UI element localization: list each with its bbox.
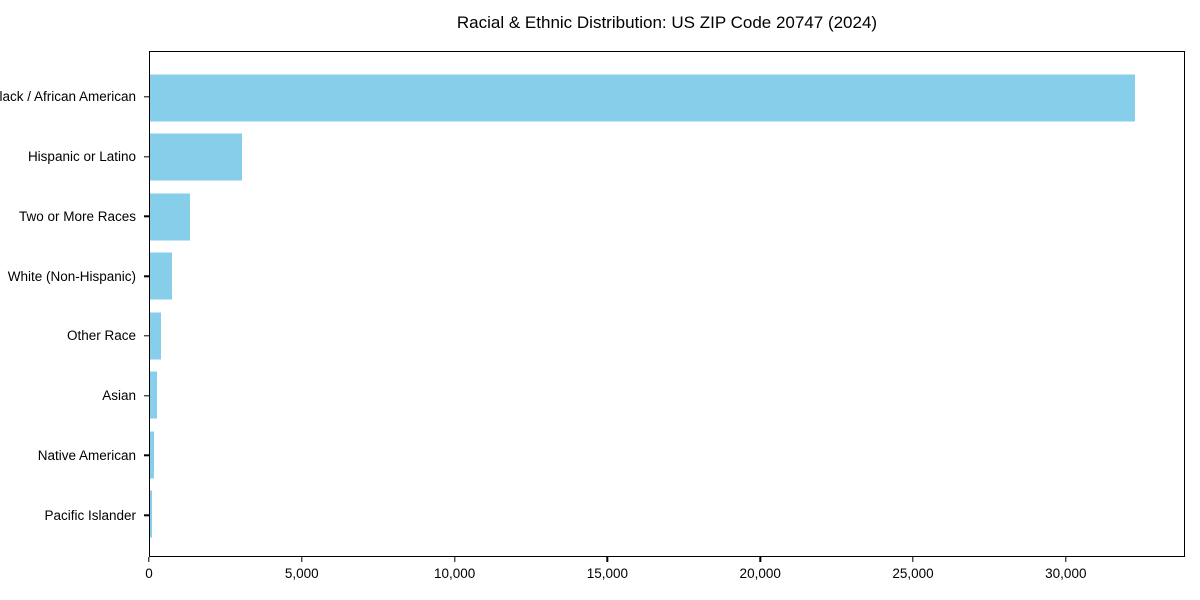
bar-row <box>150 187 1184 247</box>
x-tick-label: 30,000 <box>1045 566 1087 581</box>
bar-row <box>150 425 1184 485</box>
bar-row <box>150 68 1184 128</box>
y-axis-label: Asian <box>102 388 136 404</box>
y-tick <box>144 96 149 98</box>
y-axis-row: Hispanic or Latino <box>0 127 149 187</box>
y-axis-row: Two or More Races <box>0 187 149 247</box>
bar <box>150 252 172 300</box>
y-tick <box>144 394 149 397</box>
x-axis: 0 5,000 10,000 15,000 20,000 25,000 30,000 <box>145 557 1185 593</box>
x-tick-label: 10,000 <box>433 566 476 581</box>
y-axis-row: Black / African American <box>0 67 149 127</box>
x-tick-label: 5,000 <box>284 566 319 581</box>
y-axis-label: Hispanic or Latino <box>27 149 136 165</box>
bar-row <box>150 128 1184 188</box>
y-tick <box>144 454 149 457</box>
y-tick <box>144 335 149 337</box>
bar <box>150 312 162 360</box>
y-axis-label: Two or More Races <box>18 208 136 224</box>
bar <box>150 431 154 479</box>
bar <box>150 490 153 538</box>
x-tick <box>912 557 914 562</box>
y-tick <box>144 275 149 277</box>
y-axis-label: Native American <box>37 447 136 463</box>
x-tick <box>1065 557 1067 562</box>
y-axis-row: Asian <box>0 366 149 426</box>
x-tick-label: 15,000 <box>586 566 629 581</box>
y-axis-label: Black / African American <box>0 89 136 105</box>
y-axis-row: Pacific Islander <box>0 485 149 545</box>
y-tick <box>144 514 149 516</box>
bar <box>150 133 242 181</box>
x-tick <box>148 557 150 562</box>
plot-area <box>149 51 1185 557</box>
y-tick <box>144 155 149 158</box>
bar <box>150 74 1135 122</box>
x-tick <box>453 557 456 562</box>
y-tick <box>144 215 149 218</box>
y-axis-row: Other Race <box>0 306 149 366</box>
y-axis-label: Other Race <box>66 328 136 344</box>
y-axis-label: Pacific Islander <box>44 507 136 523</box>
x-tick-label: 25,000 <box>892 566 934 581</box>
x-tick <box>759 557 761 562</box>
y-axis-row: White (Non-Hispanic) <box>0 246 149 306</box>
x-tick-label: 0 <box>145 566 153 581</box>
bar-row <box>150 485 1184 545</box>
bar-row <box>150 366 1184 426</box>
x-tick <box>606 557 609 562</box>
y-axis: Black / African American Hispanic or Lati… <box>0 51 149 557</box>
y-axis-row: Native American <box>0 426 149 486</box>
y-axis-label: White (Non-Hispanic) <box>7 268 136 284</box>
x-tick-label: 20,000 <box>739 566 781 581</box>
bar-row <box>150 247 1184 307</box>
bar <box>150 193 190 241</box>
x-tick <box>301 557 303 562</box>
chart-title: Racial & Ethnic Distribution: US ZIP Cod… <box>456 13 878 32</box>
bar-row <box>150 306 1184 366</box>
bar <box>150 371 158 419</box>
